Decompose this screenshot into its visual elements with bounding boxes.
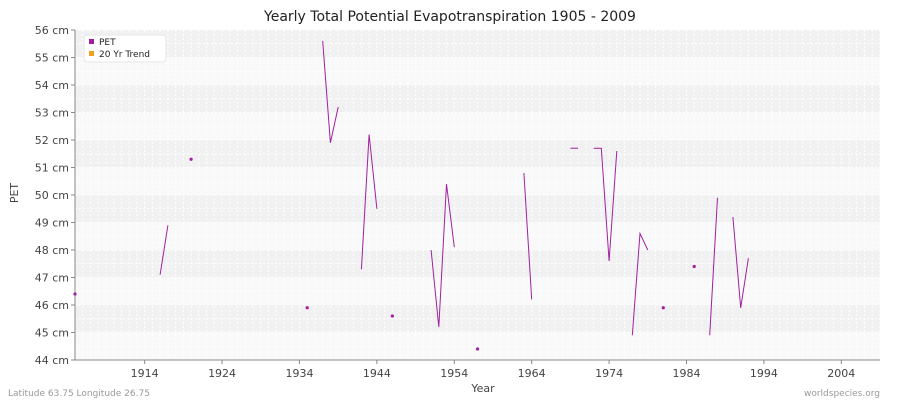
x-tick-label: 1934 [285, 367, 313, 380]
y-tick-label: 55 cm [35, 52, 69, 65]
x-axis-ticks: 1914 1924 1934 1944 1954 1964 1974 1984 1994 2004 [131, 360, 855, 380]
x-tick-label: 1964 [518, 367, 546, 380]
y-tick-label: 44 cm [35, 354, 69, 367]
y-tick-label: 45 cm [35, 327, 69, 340]
y-tick-label: 52 cm [35, 134, 69, 147]
x-tick-label: 1994 [750, 367, 778, 380]
y-tick-label: 50 cm [35, 189, 69, 202]
x-axis-label: Year [470, 382, 495, 395]
y-axis-ticks: 44 cm 45 cm 46 cm 47 cm 48 cm 49 cm 50 cm 51 cm… [35, 24, 75, 367]
series-line [430, 183, 455, 328]
legend-label-pet: PET [99, 38, 116, 48]
data-point [661, 306, 665, 310]
y-tick-label: 51 cm [35, 162, 69, 175]
data-point [73, 292, 77, 296]
x-tick-label: 1974 [595, 367, 623, 380]
data-point [189, 157, 193, 161]
data-point [390, 314, 394, 318]
series-layer [73, 40, 749, 351]
series-line [159, 225, 169, 275]
legend-label-trend: 20 Yr Trend [99, 50, 150, 60]
series-line [322, 40, 339, 143]
legend-swatch-pet [89, 39, 94, 44]
y-tick-label: 48 cm [35, 244, 69, 257]
legend-box [83, 34, 167, 63]
y-axis-label: PET [8, 183, 21, 204]
chart-title: Yearly Total Potential Evapotranspiratio… [263, 9, 636, 25]
y-tick-label: 54 cm [35, 79, 69, 92]
y-tick-label: 47 cm [35, 272, 69, 285]
data-point [305, 306, 309, 310]
x-tick-label: 2004 [827, 367, 855, 380]
x-tick-label: 1914 [131, 367, 159, 380]
x-tick-label: 1924 [208, 367, 236, 380]
y-tick-label: 46 cm [35, 299, 69, 312]
grid-lines [74, 29, 881, 361]
x-tick-label: 1954 [440, 367, 468, 380]
series-line [523, 172, 533, 300]
y-tick-label: 49 cm [35, 217, 69, 230]
series-line [732, 216, 749, 308]
footer-location: Latitude 63.75 Longitude 26.75 [8, 389, 150, 399]
series-line [631, 231, 649, 336]
legend: PET 20 Yr Trend [83, 34, 167, 63]
x-tick-label: 1984 [672, 367, 700, 380]
data-point [692, 264, 696, 269]
series-line [709, 197, 718, 336]
legend-swatch-trend [89, 51, 94, 56]
y-tick-label: 56 cm [35, 24, 69, 37]
series-line [593, 147, 618, 262]
y-tick-label: 53 cm [35, 107, 69, 120]
data-point [475, 347, 480, 351]
x-tick-label: 1944 [363, 367, 391, 380]
series-line [360, 134, 378, 270]
footer-source: worldspecies.org [804, 389, 880, 399]
